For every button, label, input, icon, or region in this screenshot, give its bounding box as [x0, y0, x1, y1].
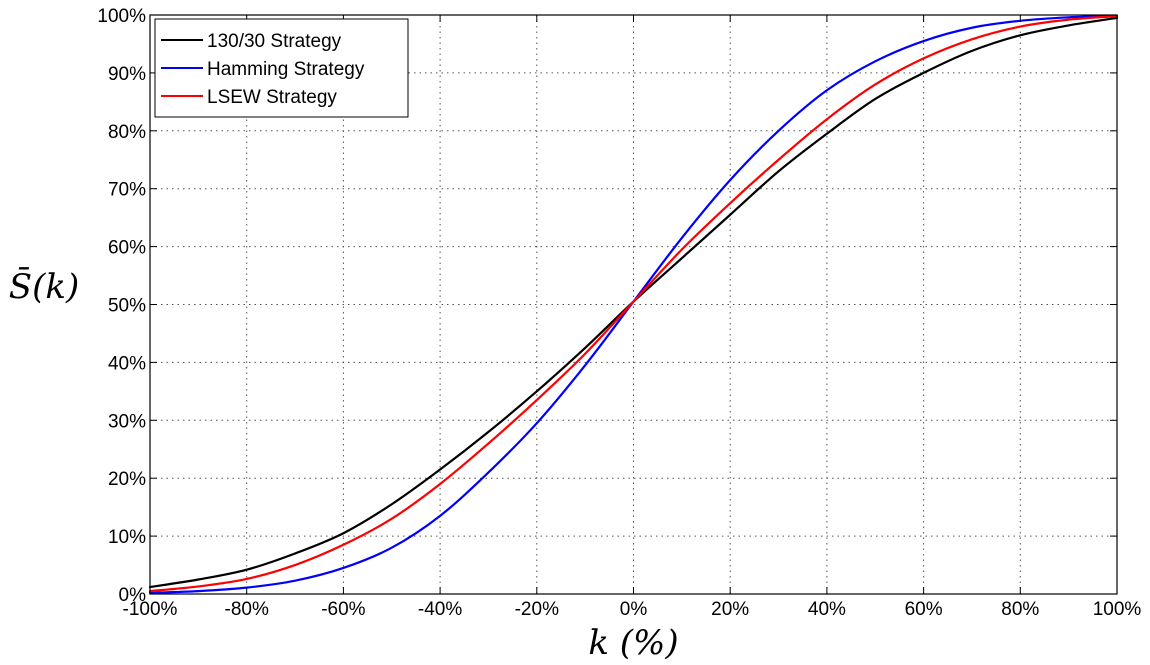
legend-label-lsew: LSEW Strategy [207, 87, 337, 108]
legend-label-hamming: Hamming Strategy [207, 59, 365, 80]
x-tick-label: -20% [515, 599, 559, 620]
x-tick-label: 100% [1093, 599, 1142, 620]
y-tick-label: 50% [108, 296, 146, 317]
x-tick-label: 60% [905, 599, 943, 620]
series-layer [148, 14, 1119, 594]
y-tick-label: 90% [108, 64, 146, 85]
legend: 130/30 Strategy Hamming Strategy LSEW St… [154, 18, 409, 118]
x-tick-label: -80% [225, 599, 269, 620]
x-tick-label: -40% [418, 599, 462, 620]
y-tick-label: 100% [97, 6, 146, 27]
x-tick-label: -100% [123, 599, 178, 620]
series-line-lsew-strategy [148, 15, 1119, 593]
legend-label-130-30: 130/30 Strategy [207, 31, 342, 52]
y-tick-label: 40% [108, 353, 146, 374]
x-tick-label: 0% [620, 599, 648, 620]
y-tick-label: 80% [108, 122, 146, 143]
y-tick-label: 0% [119, 585, 147, 606]
x-tick-label: -60% [321, 599, 365, 620]
y-tick-label: 30% [108, 411, 146, 432]
y-tick-label: 60% [108, 238, 146, 259]
ticks [149, 14, 1118, 595]
x-tick-labels: -100% -80% -60% -40% -20% 0% 20% 40% 60% 80% 100% [123, 599, 1142, 620]
y-tick-label: 70% [108, 180, 146, 201]
x-tick-label: 20% [711, 599, 749, 620]
x-axis-label: k (%) [588, 623, 678, 663]
y-axis-label: S̄(k) [9, 266, 79, 307]
y-tick-labels: 0% 10% 20% 30% 40% 50% 60% 70% 80% 90% 100% [97, 6, 146, 606]
x-tick-label: 40% [808, 599, 846, 620]
y-tick-label: 10% [108, 527, 146, 548]
x-tick-label: 80% [1001, 599, 1039, 620]
y-tick-label: 20% [108, 469, 146, 490]
